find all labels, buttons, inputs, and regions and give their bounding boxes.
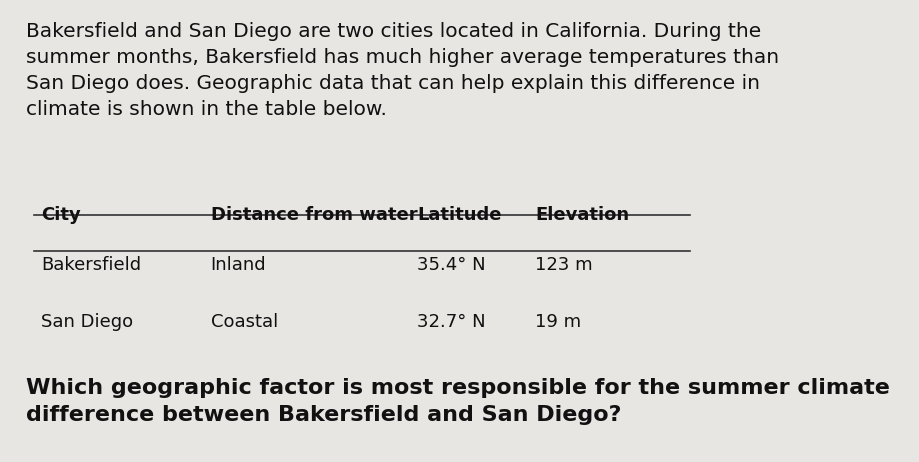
Text: San Diego: San Diego: [41, 313, 133, 331]
Text: 32.7° N: 32.7° N: [417, 313, 486, 331]
Text: 19 m: 19 m: [535, 313, 582, 331]
Text: 35.4° N: 35.4° N: [417, 256, 486, 274]
Text: Elevation: Elevation: [535, 206, 630, 224]
Text: Bakersfield: Bakersfield: [41, 256, 142, 274]
Text: Latitude: Latitude: [417, 206, 502, 224]
Text: Inland: Inland: [210, 256, 267, 274]
Text: 123 m: 123 m: [535, 256, 593, 274]
Text: Bakersfield and San Diego are two cities located in California. During the
summe: Bakersfield and San Diego are two cities…: [27, 22, 779, 119]
Text: City: City: [41, 206, 81, 224]
Text: Distance from water: Distance from water: [210, 206, 417, 224]
Text: Which geographic factor is most responsible for the summer climate
difference be: Which geographic factor is most responsi…: [27, 378, 891, 425]
Text: Coastal: Coastal: [210, 313, 278, 331]
